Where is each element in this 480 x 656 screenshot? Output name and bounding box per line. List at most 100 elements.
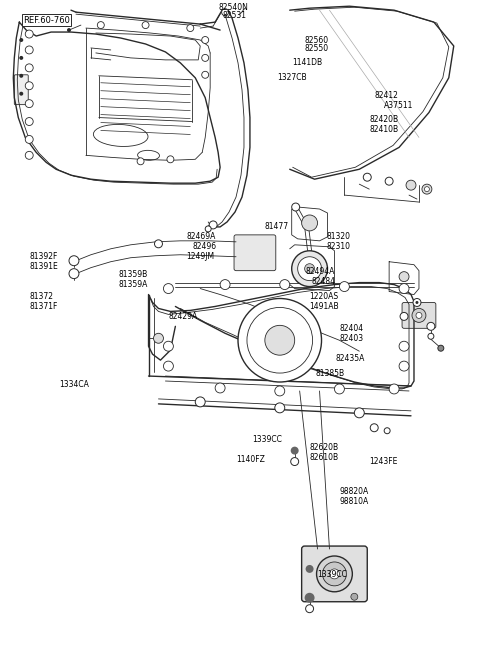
Text: 82550: 82550	[305, 45, 329, 53]
Text: 82496: 82496	[192, 242, 216, 251]
Circle shape	[316, 556, 352, 592]
Text: 82435A: 82435A	[336, 354, 365, 363]
Circle shape	[416, 312, 422, 318]
Text: 81391E: 81391E	[29, 262, 58, 271]
Text: 81385B: 81385B	[315, 369, 345, 378]
Circle shape	[202, 37, 209, 43]
Circle shape	[305, 264, 314, 274]
Circle shape	[25, 117, 33, 125]
Circle shape	[25, 135, 33, 144]
Text: 82412: 82412	[374, 91, 398, 100]
Circle shape	[292, 251, 327, 287]
Circle shape	[292, 203, 300, 211]
Circle shape	[323, 562, 347, 586]
Circle shape	[247, 308, 312, 373]
Text: 82531: 82531	[222, 10, 246, 20]
Circle shape	[209, 221, 217, 229]
Circle shape	[406, 180, 416, 190]
Text: 82410B: 82410B	[369, 125, 398, 134]
Text: 82404: 82404	[339, 324, 363, 333]
Circle shape	[25, 152, 33, 159]
Text: 82620B: 82620B	[310, 443, 339, 452]
Text: 1339CC: 1339CC	[318, 570, 348, 579]
Circle shape	[25, 82, 33, 90]
Text: 82310: 82310	[326, 242, 350, 251]
Text: 82469A: 82469A	[186, 232, 216, 241]
Circle shape	[205, 226, 211, 232]
Circle shape	[399, 341, 409, 351]
Circle shape	[413, 298, 421, 306]
Text: 82403: 82403	[339, 334, 363, 343]
Circle shape	[399, 272, 409, 281]
Text: 82560: 82560	[305, 37, 329, 45]
Circle shape	[306, 605, 313, 613]
Circle shape	[137, 158, 144, 165]
Text: 82484: 82484	[312, 277, 336, 286]
Circle shape	[275, 403, 285, 413]
Circle shape	[155, 240, 162, 248]
Text: 81371F: 81371F	[29, 302, 58, 311]
Circle shape	[275, 386, 285, 396]
Circle shape	[384, 428, 390, 434]
Text: A37511: A37511	[384, 101, 414, 110]
Text: 1334CA: 1334CA	[59, 380, 89, 388]
Ellipse shape	[138, 150, 159, 160]
Circle shape	[291, 458, 299, 466]
Circle shape	[305, 593, 314, 603]
Circle shape	[291, 447, 299, 455]
Circle shape	[202, 54, 209, 62]
Text: 1339CC: 1339CC	[252, 435, 282, 444]
Circle shape	[67, 28, 71, 32]
Text: 82429A: 82429A	[168, 312, 198, 321]
Circle shape	[306, 565, 313, 573]
Circle shape	[399, 361, 409, 371]
Circle shape	[19, 38, 23, 42]
Text: 81372: 81372	[29, 292, 53, 301]
Circle shape	[385, 177, 393, 185]
Circle shape	[19, 74, 23, 78]
Text: 1327CB: 1327CB	[277, 73, 306, 82]
Circle shape	[25, 100, 33, 108]
Circle shape	[167, 156, 174, 163]
Circle shape	[412, 308, 426, 322]
Circle shape	[416, 301, 419, 304]
Circle shape	[370, 424, 378, 432]
Circle shape	[25, 64, 33, 72]
Text: 1243FE: 1243FE	[369, 457, 397, 466]
Circle shape	[427, 322, 435, 331]
Circle shape	[69, 269, 79, 279]
Circle shape	[187, 24, 194, 31]
Text: 81359B: 81359B	[119, 270, 148, 279]
Circle shape	[238, 298, 322, 382]
Circle shape	[215, 383, 225, 393]
Text: 1491AB: 1491AB	[310, 302, 339, 311]
Text: REF.60-760: REF.60-760	[23, 16, 70, 25]
Circle shape	[164, 361, 173, 371]
Circle shape	[351, 593, 358, 600]
Circle shape	[69, 256, 79, 266]
Circle shape	[428, 333, 434, 339]
Circle shape	[363, 173, 371, 181]
FancyBboxPatch shape	[301, 546, 367, 602]
Circle shape	[164, 341, 173, 351]
Circle shape	[220, 279, 230, 289]
Text: 82540N: 82540N	[218, 3, 248, 12]
Circle shape	[424, 187, 430, 192]
Circle shape	[164, 283, 173, 293]
Text: 1141DB: 1141DB	[293, 58, 323, 68]
Text: 82420B: 82420B	[369, 115, 398, 124]
Circle shape	[335, 384, 344, 394]
Text: 81477: 81477	[265, 222, 289, 232]
FancyBboxPatch shape	[234, 235, 276, 271]
Circle shape	[19, 56, 23, 60]
Circle shape	[280, 279, 290, 289]
Text: 82610B: 82610B	[310, 453, 339, 462]
Text: 81359A: 81359A	[119, 280, 148, 289]
Circle shape	[354, 408, 364, 418]
Circle shape	[25, 46, 33, 54]
Text: 98810A: 98810A	[339, 497, 369, 506]
Circle shape	[154, 333, 164, 343]
FancyBboxPatch shape	[14, 75, 28, 104]
Circle shape	[19, 92, 23, 96]
Circle shape	[399, 283, 409, 293]
